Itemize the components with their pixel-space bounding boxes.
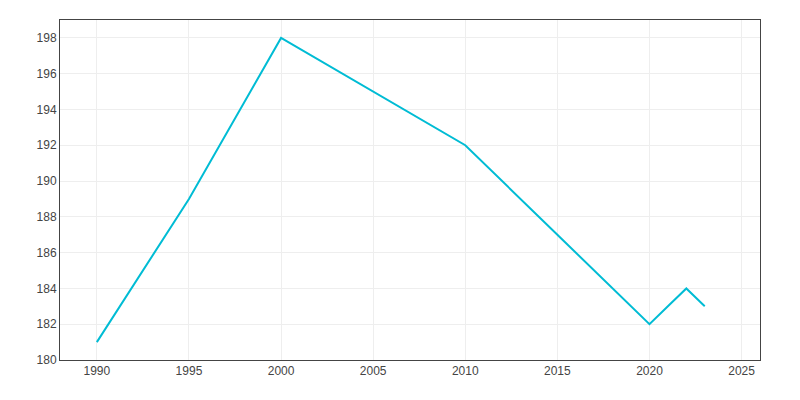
svg-text:182: 182	[37, 317, 57, 331]
svg-text:2010: 2010	[452, 364, 479, 378]
svg-text:194: 194	[37, 103, 57, 117]
svg-text:1990: 1990	[83, 364, 110, 378]
svg-text:2020: 2020	[636, 364, 663, 378]
svg-text:184: 184	[37, 282, 57, 296]
svg-text:1995: 1995	[176, 364, 203, 378]
svg-text:196: 196	[37, 67, 57, 81]
svg-text:198: 198	[37, 31, 57, 45]
svg-text:2025: 2025	[728, 364, 755, 378]
svg-text:190: 190	[37, 174, 57, 188]
svg-text:180: 180	[37, 353, 57, 367]
svg-text:2005: 2005	[360, 364, 387, 378]
svg-text:2015: 2015	[544, 364, 571, 378]
svg-text:192: 192	[37, 138, 57, 152]
svg-text:2000: 2000	[268, 364, 295, 378]
svg-text:188: 188	[37, 210, 57, 224]
svg-text:186: 186	[37, 246, 57, 260]
